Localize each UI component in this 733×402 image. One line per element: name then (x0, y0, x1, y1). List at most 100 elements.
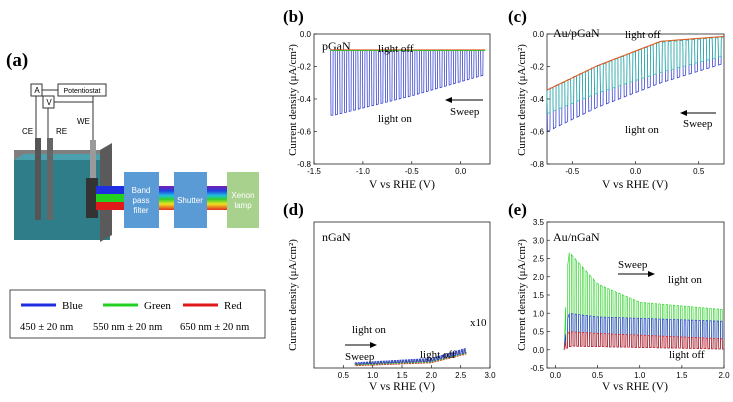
annotation-light-on: light on (352, 324, 386, 336)
sweep-arrow-head (648, 271, 655, 277)
x-axis-label: V vs RHE (V) (602, 381, 668, 393)
lamp-label-1: Xenon (231, 191, 254, 200)
y-tick-label: 0.0 (300, 30, 312, 39)
x-tick-label: -0.5 (565, 167, 579, 176)
ticks-d: 0.5 1.0 1.5 2.0 2.5 3.0 (338, 365, 496, 380)
filter-label-1: Band (132, 186, 151, 195)
panel-e: (e) Au/nGaN 0.0 0.5 1.0 1.5 2.0 3.5 3.0 2.5 2.0 1… (508, 200, 730, 393)
annotation-light-off: light off (420, 349, 456, 361)
legend-blue-name: Blue (62, 300, 83, 312)
annotation-sweep: Sweep (618, 259, 648, 271)
y-tick-label: 3.0 (533, 236, 545, 245)
legend-green-name: Green (144, 300, 171, 312)
panel-d: (d) nGaN 0.5 1.0 1.5 2.0 2.5 3.0 V vs RHE (V)… (283, 200, 496, 393)
inset-label: nGaN (322, 230, 351, 244)
panel-c-label: (c) (508, 7, 527, 26)
y-axis-label: Current density (μA/cm²) (287, 44, 299, 156)
series-green-trace (546, 36, 724, 115)
annotation-x10: x10 (470, 317, 487, 329)
x-tick-label: 2.5 (455, 371, 467, 380)
potentiostat-label: Potentiostat (64, 88, 101, 95)
traces-d (354, 347, 467, 367)
x-tick-label: 0.0 (630, 167, 642, 176)
panel-c: (c) Au/pGaN -0.5 0.0 0.50.0-0.2-0.4-0.6-0.… (508, 7, 725, 191)
x-tick-label: 0.0 (550, 371, 562, 380)
x-tick-label: 3.0 (484, 371, 496, 380)
series-red-trace (546, 35, 725, 91)
x-axis-label: V vs RHE (V) (369, 381, 435, 393)
series-blue-trace (354, 347, 467, 365)
y-tick-label: -0.6 (530, 128, 544, 137)
legend-red-range: 650 nm ± 20 nm (180, 322, 249, 333)
y-tick-label: 0.0 (533, 30, 545, 39)
x-tick-label: 0.0 (455, 167, 467, 176)
wavelength-legend (9, 289, 266, 339)
x-tick-label: -0.5 (405, 167, 419, 176)
x-tick-label: -1.0 (356, 167, 370, 176)
y-axis-label: Current density (μA/cm²) (516, 239, 528, 351)
annotation-sweep: Sweep (345, 351, 375, 363)
x-tick-label: 1.0 (367, 371, 379, 380)
y-axis-label: Current density (μA/cm²) (287, 239, 299, 351)
x-tick-label: 1.5 (396, 371, 408, 380)
filter-label-2: pass (133, 196, 150, 205)
inset-label: Au/nGaN (553, 230, 600, 244)
y-tick-label: -0.2 (530, 63, 544, 72)
re-label: RE (56, 127, 67, 136)
x-tick-label: 0.5 (338, 371, 350, 380)
annotation-light-on: light on (625, 124, 659, 136)
legend-red-name: Red (224, 300, 242, 312)
shutter-label: Shutter (177, 196, 203, 205)
y-axis-label: Current density (μA/cm²) (516, 44, 528, 156)
panel-b-label: (b) (283, 7, 304, 26)
lamp-label-2: lamp (234, 201, 252, 210)
ammeter-label: A (34, 86, 40, 95)
x-tick-label: 2.0 (426, 371, 438, 380)
annotation-light-on: light on (668, 274, 702, 286)
traces-b (330, 49, 486, 116)
panel-a: (a) A V Potentiostat CE RE WE (6, 50, 266, 339)
sweep-arrow-head (445, 97, 452, 103)
we-label: WE (77, 117, 90, 126)
ce-label: CE (22, 127, 33, 136)
voltmeter-label: V (46, 98, 52, 107)
x-tick-label: 2.0 (718, 371, 730, 380)
annotation-light-off: light off (669, 349, 705, 361)
panel-d-label: (d) (283, 200, 304, 219)
sweep-arrow-head (680, 110, 687, 116)
y-tick-label: 2.0 (533, 273, 545, 282)
y-tick-label: 1.5 (533, 291, 545, 300)
y-tick-label: -0.5 (530, 364, 544, 373)
y-tick-label: 3.5 (533, 218, 545, 227)
y-tick-label: -0.6 (297, 128, 311, 137)
filter-label-3: filter (133, 206, 148, 215)
y-tick-label: -0.2 (297, 63, 311, 72)
x-tick-label: 0.5 (592, 371, 604, 380)
y-tick-label: 0.0 (533, 346, 545, 355)
y-tick-label: -0.8 (530, 160, 544, 169)
panel-b: (b) pGaN -1.5 -1.0 -0.5 0.00.0-0.2-0.4-0.6-… (283, 7, 491, 191)
y-tick-label: 2.5 (533, 255, 545, 264)
series-red-trace (563, 330, 724, 351)
annotation-light-on: light on (378, 113, 412, 125)
ticks-b: -1.5 -1.0 -0.5 0.0 0.0 -0.2 -0.4 -0.6 -0.8 (297, 30, 467, 176)
x-tick-label: -1.5 (307, 167, 321, 176)
ticks-c: -0.5 0.0 0.5 0.0 -0.2 -0.4 -0.6 -0.8 (530, 30, 705, 176)
annotation-sweep: Sweep (683, 118, 713, 130)
light-path (96, 172, 259, 228)
legend-green-range: 550 nm ± 20 nm (93, 322, 162, 333)
traces-c (546, 35, 725, 133)
annotation-light-off: light off (625, 29, 661, 41)
x-axis-label: V vs RHE (V) (602, 179, 668, 191)
panel-e-label: (e) (508, 200, 527, 219)
sweep-arrow-head (370, 342, 377, 348)
annotation-light-off: light off (378, 43, 414, 55)
x-tick-label: 1.5 (676, 371, 688, 380)
y-tick-label: -0.8 (297, 160, 311, 169)
y-tick-label: -0.4 (530, 95, 544, 104)
annotation-sweep: Sweep (450, 106, 480, 118)
inset-label: Au/pGaN (553, 26, 600, 40)
legend-blue-range: 450 ± 20 nm (20, 322, 73, 333)
traces-e (563, 252, 724, 351)
